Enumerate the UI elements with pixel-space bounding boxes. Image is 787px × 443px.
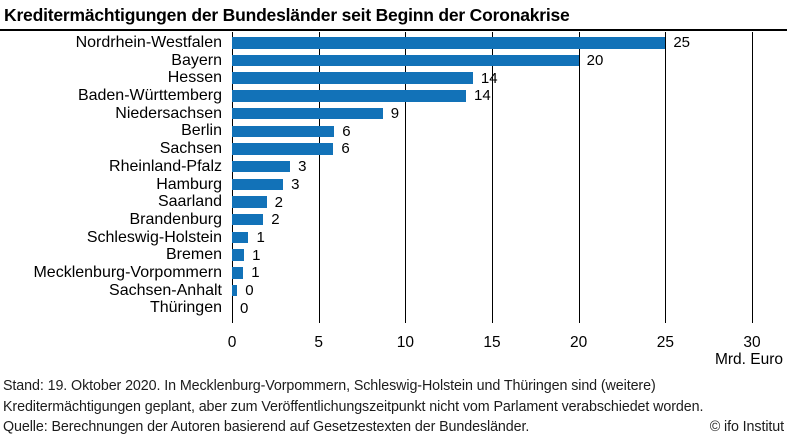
x-tick-label-30: 30 (743, 334, 761, 351)
x-tick-label-10: 10 (396, 334, 414, 351)
bar (232, 267, 244, 279)
x-tick-label-15: 15 (483, 334, 501, 351)
category-label: Niedersachsen (115, 104, 222, 122)
bar (232, 37, 666, 49)
bar-row: Bayern 20 (0, 52, 787, 70)
value-label: 3 (291, 175, 300, 193)
gridline-30 (752, 32, 753, 323)
value-label: 9 (390, 105, 400, 123)
bar (232, 196, 267, 208)
chart-title: Kreditermächtigungen der Bundesländer se… (0, 0, 787, 31)
bar-row: Baden-Württemberg 14 (0, 87, 787, 105)
bar-row: Sachsen 6 (0, 140, 787, 158)
category-label: Bayern (171, 51, 222, 69)
bar-row: Sachsen-Anhalt 0 (0, 282, 787, 300)
category-label: Schleswig-Holstein (86, 228, 222, 246)
copyright-note: © ifo Institut (709, 419, 784, 435)
category-label: Sachsen (159, 140, 222, 158)
bar (232, 160, 291, 173)
gridline-20 (578, 32, 580, 323)
value-label: 14 (480, 69, 498, 87)
bar (232, 72, 473, 84)
category-label: Nordrhein-Westfalen (75, 34, 222, 51)
footnote-line-2: Kreditermächtigungen geplant, aber zum V… (3, 398, 704, 415)
bar (232, 125, 335, 138)
bar-row: Bremen 1 (0, 246, 787, 264)
bar (232, 178, 284, 191)
x-tick-label-20: 20 (570, 334, 588, 351)
value-label: 1 (251, 264, 260, 282)
bar-row: Mecklenburg-Vorpommern 1 (0, 264, 787, 282)
category-label: Bremen (165, 246, 222, 264)
x-axis-unit-label: Mrd. Euro (714, 351, 783, 368)
category-label: Hamburg (156, 175, 222, 193)
bar-row: Berlin 6 (0, 122, 787, 140)
category-label: Baden-Württemberg (77, 87, 222, 105)
bar-row: Schleswig-Holstein 1 (0, 229, 787, 247)
bar (232, 213, 264, 226)
bar (232, 90, 466, 102)
x-tick-label-5: 5 (314, 334, 323, 351)
bar-row: Hamburg 3 (0, 176, 787, 194)
value-label: 25 (673, 34, 691, 52)
value-label: 0 (245, 281, 254, 299)
value-label: 2 (274, 193, 283, 211)
bar (232, 107, 383, 120)
value-label: 1 (252, 246, 261, 264)
bar (232, 231, 249, 244)
bar-row: Nordrhein-Westfalen 25 (0, 34, 787, 52)
category-label: Brandenburg (129, 210, 222, 228)
footnote-line-1: Stand: 19. Oktober 2020. In Mecklenburg-… (3, 378, 656, 394)
bar (232, 54, 579, 67)
source-note: Quelle: Berechnungen der Autoren basiere… (3, 419, 530, 435)
bar-row: Niedersachsen 9 (0, 105, 787, 123)
x-axis-ticks: 0 5 10 15 20 25 30 (0, 323, 787, 351)
value-label: 20 (586, 52, 604, 70)
category-label: Mecklenburg-Vorpommern (33, 263, 222, 281)
bar (232, 249, 245, 261)
value-label: 0 (240, 299, 249, 317)
footnote-block: Stand: 19. Oktober 2020. In Mecklenburg-… (0, 376, 787, 438)
bar (232, 284, 238, 297)
bar-row: Brandenburg 2 (0, 211, 787, 229)
bar-chart-plot: Nordrhein-Westfalen 25 Bayern 20 Hessen 14 Bad… (0, 32, 787, 323)
value-label: 2 (271, 211, 280, 229)
x-tick-label-0: 0 (227, 334, 237, 351)
bar (232, 143, 334, 155)
value-label: 6 (342, 122, 351, 140)
category-label: Rheinland-Pfalz (109, 157, 222, 175)
gridline-15 (492, 32, 493, 323)
category-label: Berlin (181, 122, 222, 140)
bar-row: Rheinland-Pfalz 3 (0, 158, 787, 176)
bar-rows: Nordrhein-Westfalen 25 Bayern 20 Hessen 14 Bad… (0, 34, 787, 317)
bar-row: Thüringen 0 (0, 299, 787, 317)
gridline-25 (665, 32, 667, 323)
gridline-10 (405, 32, 407, 323)
category-label: Saarland (157, 193, 222, 211)
value-label: 14 (474, 87, 491, 105)
bar-row: Hessen 14 (0, 69, 787, 87)
x-tick-label-25: 25 (656, 334, 674, 351)
gridline-5 (318, 32, 320, 323)
category-label: Thüringen (149, 299, 222, 317)
value-label: 1 (256, 228, 265, 246)
category-label: Hessen (167, 69, 222, 87)
bar-row: Saarland 2 (0, 193, 787, 211)
value-label: 6 (341, 140, 350, 158)
category-label: Sachsen-Anhalt (109, 281, 222, 299)
gridline-0 (232, 32, 233, 323)
value-label: 3 (298, 158, 307, 176)
